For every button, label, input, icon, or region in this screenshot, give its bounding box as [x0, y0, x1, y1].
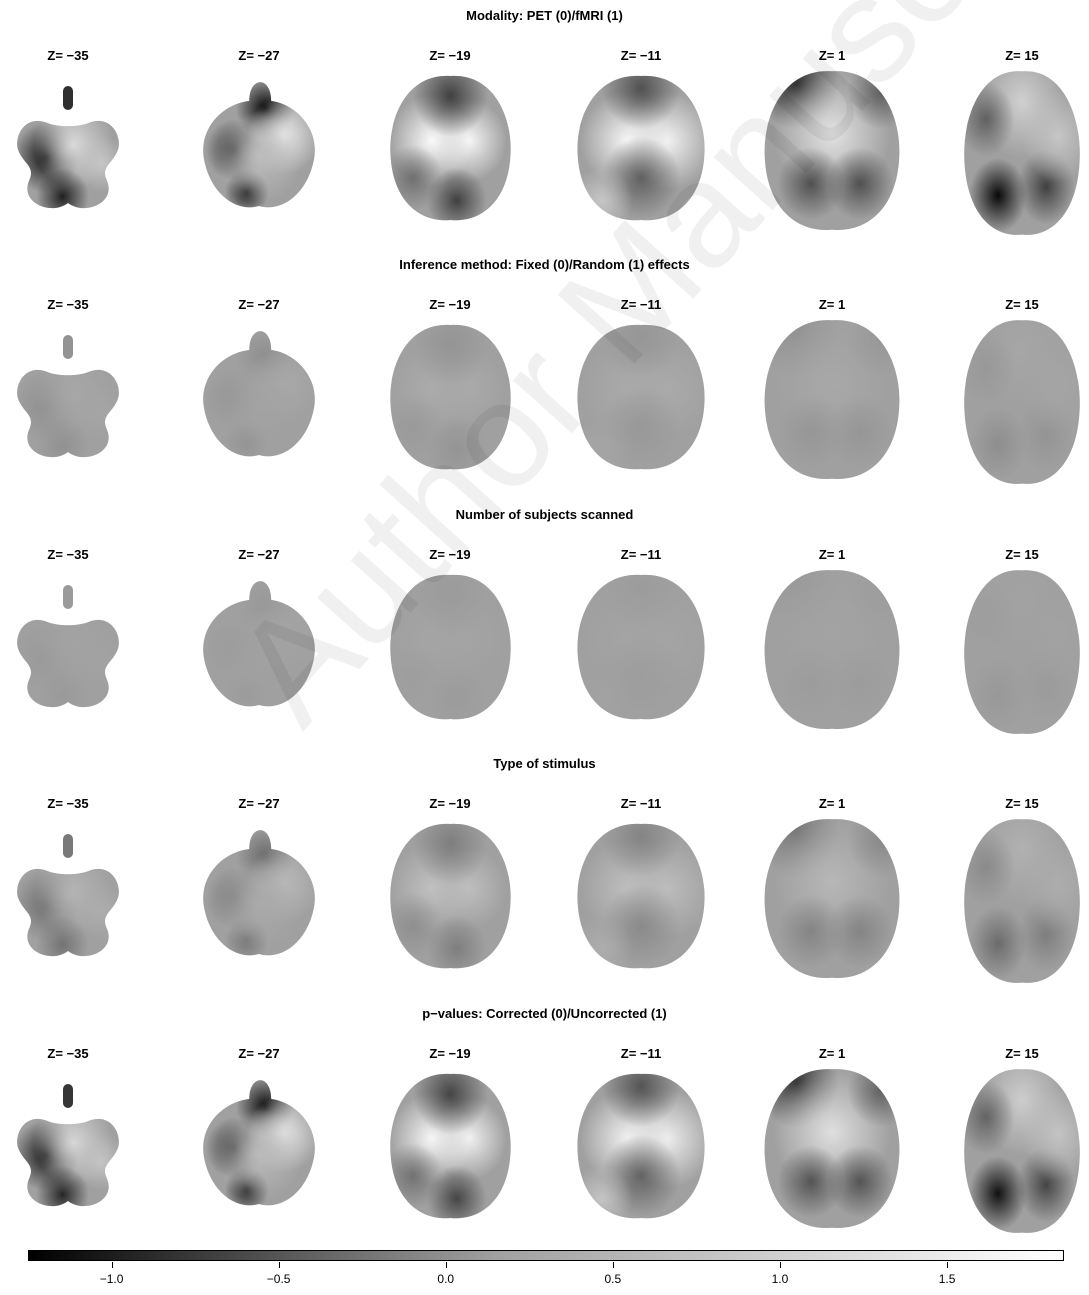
slice-label: Z= −35: [47, 1046, 89, 1061]
colorbar-tick-label: 1.5: [938, 1272, 956, 1286]
slice-label: Z= −11: [620, 297, 662, 312]
brain-slice: [203, 82, 315, 208]
slice-label: Z= −27: [238, 796, 280, 811]
brain-slice: [577, 324, 705, 470]
brain-slice: [203, 830, 315, 956]
colorbar-tick-label: 0.5: [604, 1272, 622, 1286]
brain-slice: [964, 71, 1080, 235]
slice-label: Z= 15: [1005, 1046, 1039, 1061]
slice-label: Z= 15: [1005, 297, 1039, 312]
colorbar-tick: [445, 1262, 447, 1268]
brain-slice: [764, 570, 900, 729]
slice-label: Z= −11: [620, 1046, 662, 1061]
slice-label: Z= −27: [238, 1046, 280, 1061]
row-title: p−values: Corrected (0)/Uncorrected (1): [422, 1006, 667, 1021]
brain-slice: [17, 585, 119, 708]
colorbar-tick-label: −0.5: [266, 1272, 291, 1286]
colorbar-tick: [947, 1262, 949, 1268]
brain-slice: [964, 1069, 1080, 1233]
slice-label: Z= −19: [429, 796, 471, 811]
brain-slice: [964, 819, 1080, 983]
brain-slice: [389, 574, 511, 720]
brain-slice: [577, 1073, 705, 1219]
slice-label: Z= −19: [429, 547, 471, 562]
brain-slice: [17, 1084, 119, 1207]
brain-slice: [389, 823, 511, 969]
colorbar-tick: [779, 1262, 781, 1268]
slice-label: Z= −35: [47, 547, 89, 562]
slice-label: Z= −19: [429, 1046, 471, 1061]
brain-slice: [389, 324, 511, 470]
slice-label: Z= −35: [47, 796, 89, 811]
slice-label: Z= 15: [1005, 547, 1039, 562]
colorbar-tick: [111, 1262, 113, 1268]
brain-slice: [764, 320, 900, 479]
colorbar-tick-label: 0.0: [437, 1272, 455, 1286]
brain-slice: [964, 570, 1080, 734]
slice-label: Z= 1: [818, 547, 846, 562]
slice-label: Z= 1: [818, 48, 846, 63]
brain-slice: [764, 71, 900, 230]
brain-slice: [577, 75, 705, 221]
slice-label: Z= 1: [818, 297, 846, 312]
slice-label: Z= 15: [1005, 796, 1039, 811]
colorbar-tick: [278, 1262, 280, 1268]
slice-label: Z= −19: [429, 297, 471, 312]
brain-slice: [389, 75, 511, 221]
colorbar-tick-label: 1.0: [771, 1272, 789, 1286]
row-title: Modality: PET (0)/fMRI (1): [466, 8, 623, 23]
brain-slice: [203, 581, 315, 707]
slice-label: Z= −27: [238, 297, 280, 312]
slice-label: Z= −19: [429, 48, 471, 63]
brain-slice: [577, 574, 705, 720]
slice-label: Z= −27: [238, 547, 280, 562]
brain-slice: [964, 320, 1080, 484]
colorbar-tick: [612, 1262, 614, 1268]
slice-label: Z= −27: [238, 48, 280, 63]
slice-label: Z= −11: [620, 48, 662, 63]
slice-label: Z= 1: [818, 796, 846, 811]
slice-label: Z= 1: [818, 1046, 846, 1061]
brain-slice: [203, 331, 315, 457]
slice-label: Z= −11: [620, 796, 662, 811]
row-title: Type of stimulus: [493, 756, 596, 771]
brain-slice: [17, 335, 119, 458]
brain-slice: [203, 1080, 315, 1206]
brain-slice: [764, 1069, 900, 1228]
brain-slice: [577, 823, 705, 969]
colorbar: [28, 1250, 1064, 1261]
slice-label: Z= −11: [620, 547, 662, 562]
brain-slice: [17, 86, 119, 209]
row-title: Inference method: Fixed (0)/Random (1) e…: [399, 257, 690, 272]
brain-slice: [389, 1073, 511, 1219]
brain-slice: [17, 834, 119, 957]
brain-slice: [764, 819, 900, 978]
slice-label: Z= −35: [47, 48, 89, 63]
row-title: Number of subjects scanned: [455, 507, 634, 522]
slice-label: Z= −35: [47, 297, 89, 312]
colorbar-tick-label: −1.0: [99, 1272, 124, 1286]
slice-label: Z= 15: [1005, 48, 1039, 63]
